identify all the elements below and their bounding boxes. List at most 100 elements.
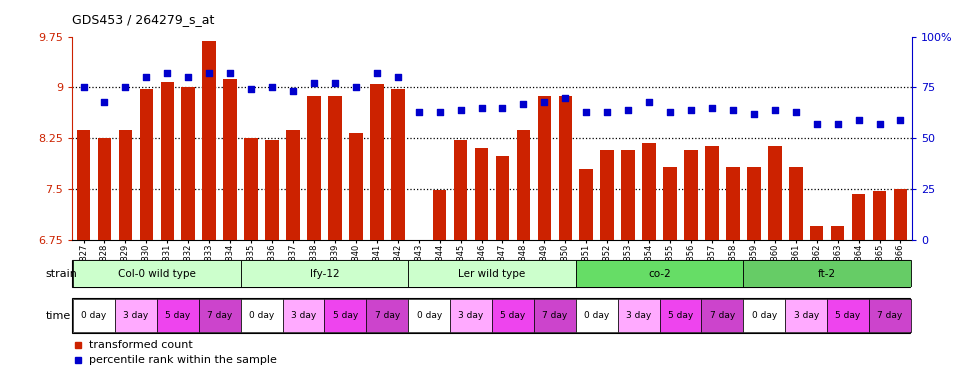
Bar — [244, 138, 258, 240]
Bar — [115, 299, 156, 332]
Point — [118, 85, 133, 90]
Point — [788, 109, 804, 115]
Bar — [830, 226, 845, 240]
Point — [767, 107, 782, 113]
Text: percentile rank within the sample: percentile rank within the sample — [88, 355, 276, 365]
Point — [97, 99, 112, 105]
Bar — [324, 299, 367, 332]
Point — [348, 85, 364, 90]
Bar — [743, 261, 911, 287]
Text: 3 day: 3 day — [123, 311, 149, 320]
Point — [600, 109, 615, 115]
Bar — [828, 299, 869, 332]
Point — [537, 99, 552, 105]
Text: 0 day: 0 day — [417, 311, 442, 320]
Text: 0 day: 0 day — [752, 311, 777, 320]
Bar — [617, 299, 660, 332]
Bar — [894, 189, 907, 240]
Point — [223, 70, 238, 76]
Bar — [181, 87, 195, 240]
Bar — [265, 140, 278, 240]
Bar — [199, 299, 241, 332]
Text: 7 day: 7 day — [374, 311, 400, 320]
Point — [285, 89, 300, 94]
Point — [579, 109, 594, 115]
Text: 3 day: 3 day — [626, 311, 651, 320]
Point — [872, 121, 887, 127]
Bar — [160, 82, 174, 240]
Point — [746, 111, 761, 117]
Point — [494, 105, 510, 111]
Point — [306, 81, 322, 86]
Bar — [785, 299, 828, 332]
Point — [641, 99, 657, 105]
Text: Ler wild type: Ler wild type — [458, 269, 526, 279]
Bar — [119, 130, 132, 240]
Point — [180, 74, 196, 80]
Bar — [702, 299, 743, 332]
Bar — [642, 143, 656, 240]
Bar — [492, 299, 534, 332]
Bar — [538, 96, 551, 240]
Point — [159, 70, 175, 76]
Text: 5 day: 5 day — [668, 311, 693, 320]
Point — [830, 121, 846, 127]
Bar — [559, 96, 572, 240]
Point — [684, 107, 699, 113]
Text: 0 day: 0 day — [584, 311, 610, 320]
Bar — [282, 299, 324, 332]
Bar — [433, 190, 446, 240]
Bar — [660, 299, 702, 332]
Text: 7 day: 7 day — [207, 311, 232, 320]
Text: 7 day: 7 day — [709, 311, 735, 320]
Point — [662, 109, 678, 115]
Bar — [391, 89, 404, 240]
Bar — [408, 299, 450, 332]
Bar — [328, 96, 342, 240]
Bar — [789, 167, 803, 240]
Text: 7 day: 7 day — [542, 311, 567, 320]
Bar — [454, 140, 468, 240]
Bar — [286, 130, 300, 240]
Point — [620, 107, 636, 113]
Bar — [73, 299, 115, 332]
Text: 3 day: 3 day — [291, 311, 316, 320]
Text: co-2: co-2 — [648, 269, 671, 279]
Text: strain: strain — [46, 269, 78, 279]
Text: 0 day: 0 day — [249, 311, 275, 320]
Text: 3 day: 3 day — [459, 311, 484, 320]
Text: Col-0 wild type: Col-0 wild type — [118, 269, 196, 279]
Point — [264, 85, 279, 90]
Bar — [576, 261, 743, 287]
Bar — [495, 156, 510, 240]
Point — [453, 107, 468, 113]
Text: transformed count: transformed count — [88, 340, 193, 350]
Bar — [241, 261, 408, 287]
Bar — [516, 130, 530, 240]
Text: 7 day: 7 day — [877, 311, 902, 320]
Bar — [684, 150, 698, 240]
Text: 5 day: 5 day — [333, 311, 358, 320]
Bar — [139, 89, 154, 240]
Text: 5 day: 5 day — [835, 311, 861, 320]
Point — [705, 105, 720, 111]
Bar — [307, 96, 321, 240]
Bar — [726, 167, 740, 240]
Bar — [349, 134, 363, 240]
Bar — [224, 79, 237, 240]
Bar — [663, 167, 677, 240]
Bar — [743, 299, 785, 332]
Text: time: time — [46, 311, 71, 321]
Bar — [77, 130, 90, 240]
Bar — [600, 150, 614, 240]
Bar — [156, 299, 199, 332]
Point — [244, 86, 259, 92]
Bar — [98, 138, 111, 240]
Text: 5 day: 5 day — [165, 311, 190, 320]
Point — [327, 81, 343, 86]
Point — [893, 117, 908, 123]
Text: 3 day: 3 day — [794, 311, 819, 320]
Bar — [241, 299, 282, 332]
Bar — [73, 261, 241, 287]
Point — [432, 109, 447, 115]
